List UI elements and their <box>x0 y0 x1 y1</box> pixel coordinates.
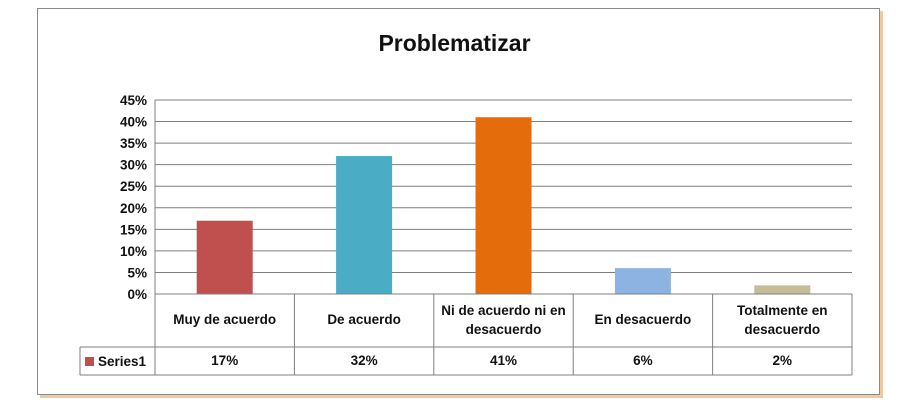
legend-color-key <box>85 356 94 366</box>
y-tick-label: 5% <box>127 265 147 280</box>
bar <box>336 156 393 294</box>
x-category-label: De acuerdo <box>327 312 401 328</box>
x-category-label: Totalmente en desacuerdo <box>737 303 828 337</box>
legend-entry: Series1 <box>85 347 146 375</box>
y-tick-label: 15% <box>120 222 147 237</box>
bar <box>754 285 811 294</box>
data-label: 32% <box>350 352 378 368</box>
data-label: 2% <box>772 352 793 368</box>
y-tick-label: 25% <box>120 179 147 194</box>
data-label: 41% <box>489 352 517 368</box>
chart-frame <box>37 8 880 395</box>
bar <box>196 220 253 294</box>
bar <box>614 268 671 294</box>
data-label: 6% <box>633 352 653 368</box>
data-label: 17% <box>211 352 239 368</box>
y-tick-label: 35% <box>120 136 147 151</box>
bar <box>475 117 532 294</box>
legend-series-name: Series1 <box>98 353 147 369</box>
x-category-label: Muy de acuerdo <box>173 312 277 328</box>
x-category-label: En desacuerdo <box>594 312 692 328</box>
y-tick-label: 20% <box>120 201 147 216</box>
y-tick-label: 10% <box>120 244 147 259</box>
y-tick-label: 30% <box>120 158 147 173</box>
y-tick-label: 0% <box>127 287 147 302</box>
x-category-label: Ni de acuerdo ni en desacuerdo <box>441 303 566 337</box>
y-tick-label: 40% <box>120 115 147 130</box>
chart-title: Problematizar <box>378 30 531 56</box>
y-tick-label: 45% <box>120 93 147 108</box>
